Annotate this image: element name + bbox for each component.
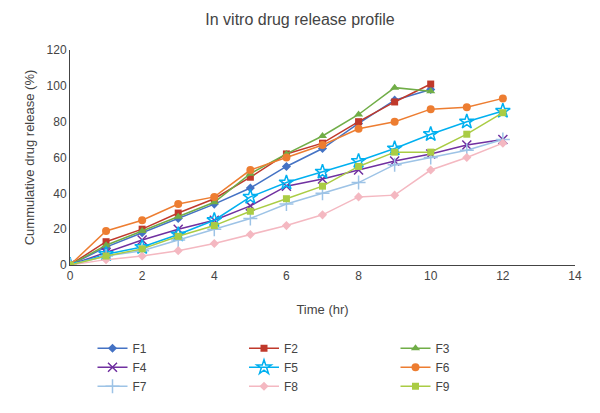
svg-text:40: 40 [53,187,67,201]
svg-text:2: 2 [139,269,146,283]
svg-text:60: 60 [53,151,67,165]
svg-text:F8: F8 [284,380,298,394]
svg-text:F6: F6 [436,361,450,375]
svg-text:F5: F5 [284,361,298,375]
svg-text:14: 14 [568,269,582,283]
svg-text:0: 0 [67,269,74,283]
svg-text:In vitro drug release profile: In vitro drug release profile [205,11,395,28]
svg-text:Cummulative drug release (%): Cummulative drug release (%) [22,70,37,246]
svg-text:0: 0 [60,258,67,272]
svg-text:Time (hr): Time (hr) [296,302,348,317]
svg-text:F4: F4 [133,361,147,375]
svg-text:100: 100 [47,79,67,93]
svg-text:F3: F3 [436,342,450,356]
svg-text:12: 12 [496,269,510,283]
svg-text:4: 4 [211,269,218,283]
svg-text:20: 20 [53,222,67,236]
svg-text:F7: F7 [133,380,147,394]
svg-text:F9: F9 [436,380,450,394]
svg-text:10: 10 [424,269,438,283]
svg-text:8: 8 [355,269,362,283]
svg-text:F1: F1 [133,342,147,356]
svg-text:6: 6 [283,269,290,283]
svg-text:120: 120 [47,43,67,57]
svg-text:F2: F2 [284,342,298,356]
svg-text:80: 80 [53,115,67,129]
